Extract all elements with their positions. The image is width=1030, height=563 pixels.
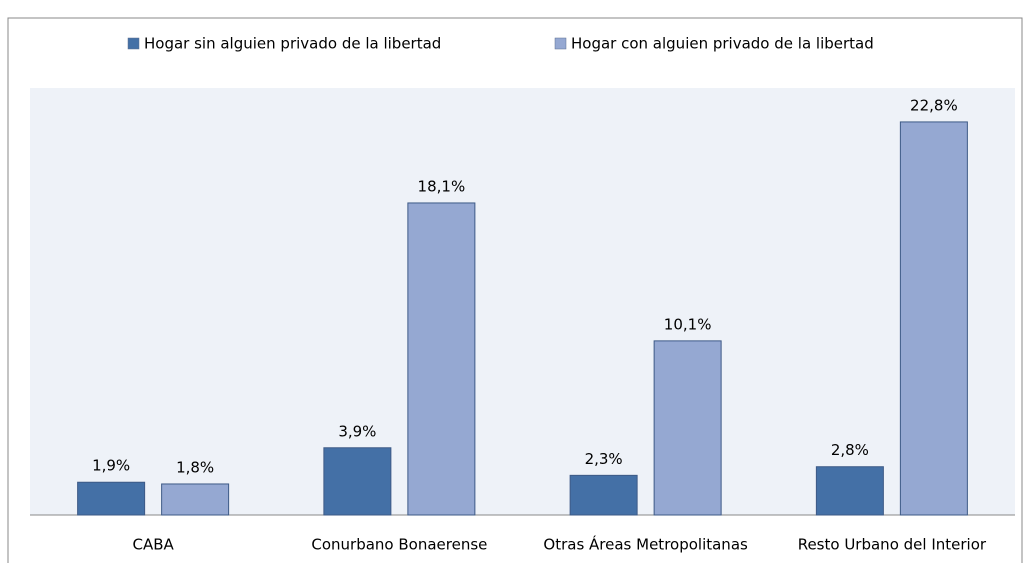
x-tick-label: Otras Áreas Metropolitanas <box>543 535 748 554</box>
bar <box>161 483 230 516</box>
bar <box>569 474 638 516</box>
data-label: 2,8% <box>831 441 869 459</box>
legend-label: Hogar sin alguien privado de la libertad <box>144 35 441 53</box>
bar <box>653 340 722 516</box>
data-label: 2,3% <box>585 450 623 468</box>
data-label: 3,9% <box>338 422 376 440</box>
bar <box>899 121 968 516</box>
legend-swatch <box>554 37 567 50</box>
data-label: 10,1% <box>664 315 712 333</box>
data-label: 1,8% <box>176 458 214 476</box>
x-tick-label: CABA <box>132 536 174 554</box>
bar <box>77 481 146 516</box>
data-label: 18,1% <box>418 177 466 195</box>
x-tick-label: Resto Urbano del Interior <box>798 536 987 554</box>
bar <box>815 466 884 516</box>
bar <box>407 202 476 516</box>
data-label: 22,8% <box>910 96 958 114</box>
legend-swatch <box>127 37 140 50</box>
x-tick-label: Conurbano Bonaerense <box>311 536 487 554</box>
legend-label: Hogar con alguien privado de la libertad <box>571 35 874 53</box>
plot-area <box>30 88 1015 515</box>
data-label: 1,9% <box>92 457 130 475</box>
bar <box>323 447 392 516</box>
